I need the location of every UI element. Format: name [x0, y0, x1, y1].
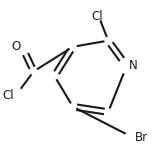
- Text: Br: Br: [135, 131, 148, 144]
- Text: Cl: Cl: [92, 10, 103, 23]
- Text: N: N: [128, 60, 137, 73]
- Text: O: O: [11, 40, 20, 53]
- Text: Cl: Cl: [2, 89, 14, 102]
